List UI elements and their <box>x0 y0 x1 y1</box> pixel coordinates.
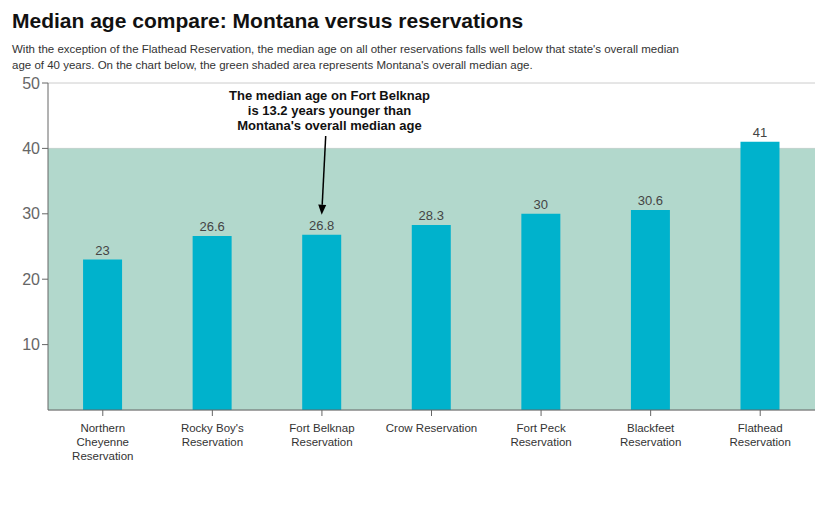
svg-text:40: 40 <box>22 140 40 157</box>
svg-text:50: 50 <box>22 75 40 92</box>
svg-text:20: 20 <box>22 271 40 288</box>
svg-text:26.6: 26.6 <box>199 219 224 234</box>
html-text:With the exception of the Flat: With the exception of the Flathead Reser… <box>12 43 679 72</box>
svg-text:The median age on Fort Belknap: The median age on Fort Belknapis 13.2 ye… <box>229 88 430 133</box>
svg-text:30: 30 <box>22 206 40 223</box>
svg-text:41: 41 <box>753 125 767 140</box>
svg-text:30.6: 30.6 <box>638 193 663 208</box>
svg-text:Fort BelknapReservation: Fort BelknapReservation <box>289 422 354 448</box>
html-text:Median age compare: Montana ve: Median age compare: Montana versus reser… <box>12 9 524 32</box>
svg-text:Rocky Boy'sReservation: Rocky Boy'sReservation <box>181 422 244 448</box>
svg-text:Fort PeckReservation: Fort PeckReservation <box>510 422 571 448</box>
svg-text:Crow Reservation: Crow Reservation <box>386 422 477 434</box>
svg-text:23: 23 <box>95 243 109 258</box>
svg-text:FlatheadReservation: FlatheadReservation <box>730 422 791 448</box>
svg-text:BlackfeetReservation: BlackfeetReservation <box>620 422 681 448</box>
svg-text:26.8: 26.8 <box>309 218 334 233</box>
svg-text:30: 30 <box>534 197 548 212</box>
svg-text:28.3: 28.3 <box>419 208 444 223</box>
svg-text:NorthernCheyenneReservation: NorthernCheyenneReservation <box>72 422 133 462</box>
svg-text:10: 10 <box>22 337 40 354</box>
